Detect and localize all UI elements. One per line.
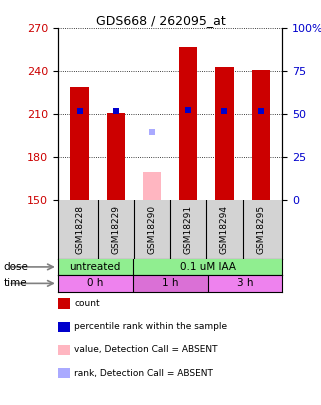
Bar <box>179 47 197 200</box>
Bar <box>58 275 133 292</box>
Bar <box>143 172 161 200</box>
Bar <box>208 275 282 292</box>
Text: percentile rank within the sample: percentile rank within the sample <box>74 322 228 331</box>
Text: count: count <box>74 299 100 308</box>
Text: GSM18294: GSM18294 <box>220 205 229 254</box>
Text: dose: dose <box>3 262 28 272</box>
Text: 0 h: 0 h <box>87 278 103 288</box>
Bar <box>58 259 133 275</box>
Text: time: time <box>3 278 27 288</box>
Bar <box>252 70 270 200</box>
Bar <box>215 67 234 200</box>
Text: GSM18228: GSM18228 <box>75 205 84 254</box>
Text: 3 h: 3 h <box>237 278 253 288</box>
Text: GDS668 / 262095_at: GDS668 / 262095_at <box>96 14 225 27</box>
Text: untreated: untreated <box>70 262 121 272</box>
Text: GSM18290: GSM18290 <box>148 205 157 254</box>
Text: rank, Detection Call = ABSENT: rank, Detection Call = ABSENT <box>74 369 213 377</box>
Text: 0.1 uM IAA: 0.1 uM IAA <box>179 262 236 272</box>
Bar <box>133 275 208 292</box>
Text: GSM18295: GSM18295 <box>256 205 265 254</box>
Text: 1 h: 1 h <box>162 278 178 288</box>
Bar <box>71 87 89 200</box>
Bar <box>133 259 282 275</box>
Text: GSM18291: GSM18291 <box>184 205 193 254</box>
Text: GSM18229: GSM18229 <box>111 205 120 254</box>
Text: value, Detection Call = ABSENT: value, Detection Call = ABSENT <box>74 345 218 354</box>
Bar <box>107 113 125 200</box>
